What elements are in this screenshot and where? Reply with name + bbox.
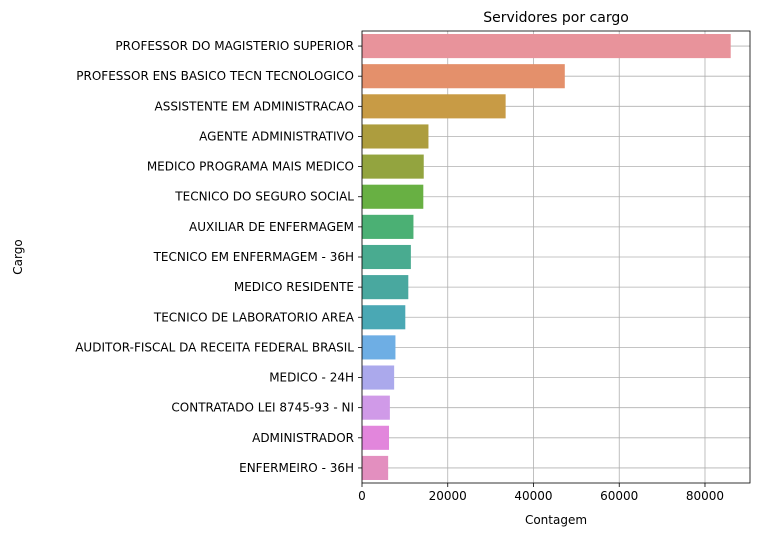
y-tick-label: MEDICO - 24H [269, 371, 354, 385]
bar [362, 34, 731, 59]
y-tick-label: AGENTE ADMINISTRATIVO [199, 129, 354, 143]
y-tick-label: TECNICO DO SEGURO SOCIAL [174, 190, 354, 204]
bar [362, 365, 395, 390]
y-tick-label: MEDICO RESIDENTE [234, 280, 354, 294]
bars-layer [362, 34, 731, 480]
bar [362, 184, 424, 209]
y-tick-label: AUXILIAR DE ENFERMAGEM [189, 220, 354, 234]
plot-frame [361, 30, 751, 484]
bar [362, 425, 390, 450]
y-tick-labels: PROFESSOR DO MAGISTERIO SUPERIOR PROFESSO… [75, 39, 362, 475]
y-tick-label: ENFERMEIRO - 36H [239, 461, 354, 475]
y-tick-label: ASSISTENTE EM ADMINISTRACAO [155, 99, 354, 113]
y-tick-label: PROFESSOR DO MAGISTERIO SUPERIOR [115, 39, 354, 53]
y-tick-label: CONTRATADO LEI 8745-93 - NI [171, 401, 354, 415]
y-tick-label: ADMINISTRADOR [252, 431, 354, 445]
x-tick-label: 20000 [429, 489, 467, 503]
bar [362, 335, 396, 360]
x-tick-labels: 0 20000 40000 60000 80000 [358, 483, 724, 503]
x-tick-label: 60000 [600, 489, 638, 503]
bar [362, 455, 389, 480]
y-tick-label: TECNICO DE LABORATORIO AREA [153, 310, 355, 324]
bar [362, 64, 565, 89]
bar [362, 124, 429, 149]
bar [362, 94, 506, 119]
x-tick-label: 40000 [514, 489, 552, 503]
bar [362, 305, 406, 330]
bar [362, 275, 409, 300]
y-tick-label: TECNICO EM ENFERMAGEM - 36H [153, 250, 354, 264]
y-tick-label: MEDICO PROGRAMA MAIS MEDICO [147, 160, 354, 174]
bar [362, 154, 424, 179]
y-tick-label: AUDITOR-FISCAL DA RECEITA FEDERAL BRASIL [75, 340, 354, 354]
y-tick-label: PROFESSOR ENS BASICO TECN TECNOLOGICO [76, 69, 354, 83]
bar [362, 395, 390, 420]
x-axis-title: Contagem [525, 513, 587, 527]
x-tick-label: 0 [358, 489, 366, 503]
chart-title: Servidores por cargo [483, 10, 629, 26]
y-axis-title: Cargo [11, 239, 25, 274]
bar [362, 244, 411, 270]
x-tick-label: 80000 [686, 489, 724, 503]
bar [362, 214, 414, 239]
